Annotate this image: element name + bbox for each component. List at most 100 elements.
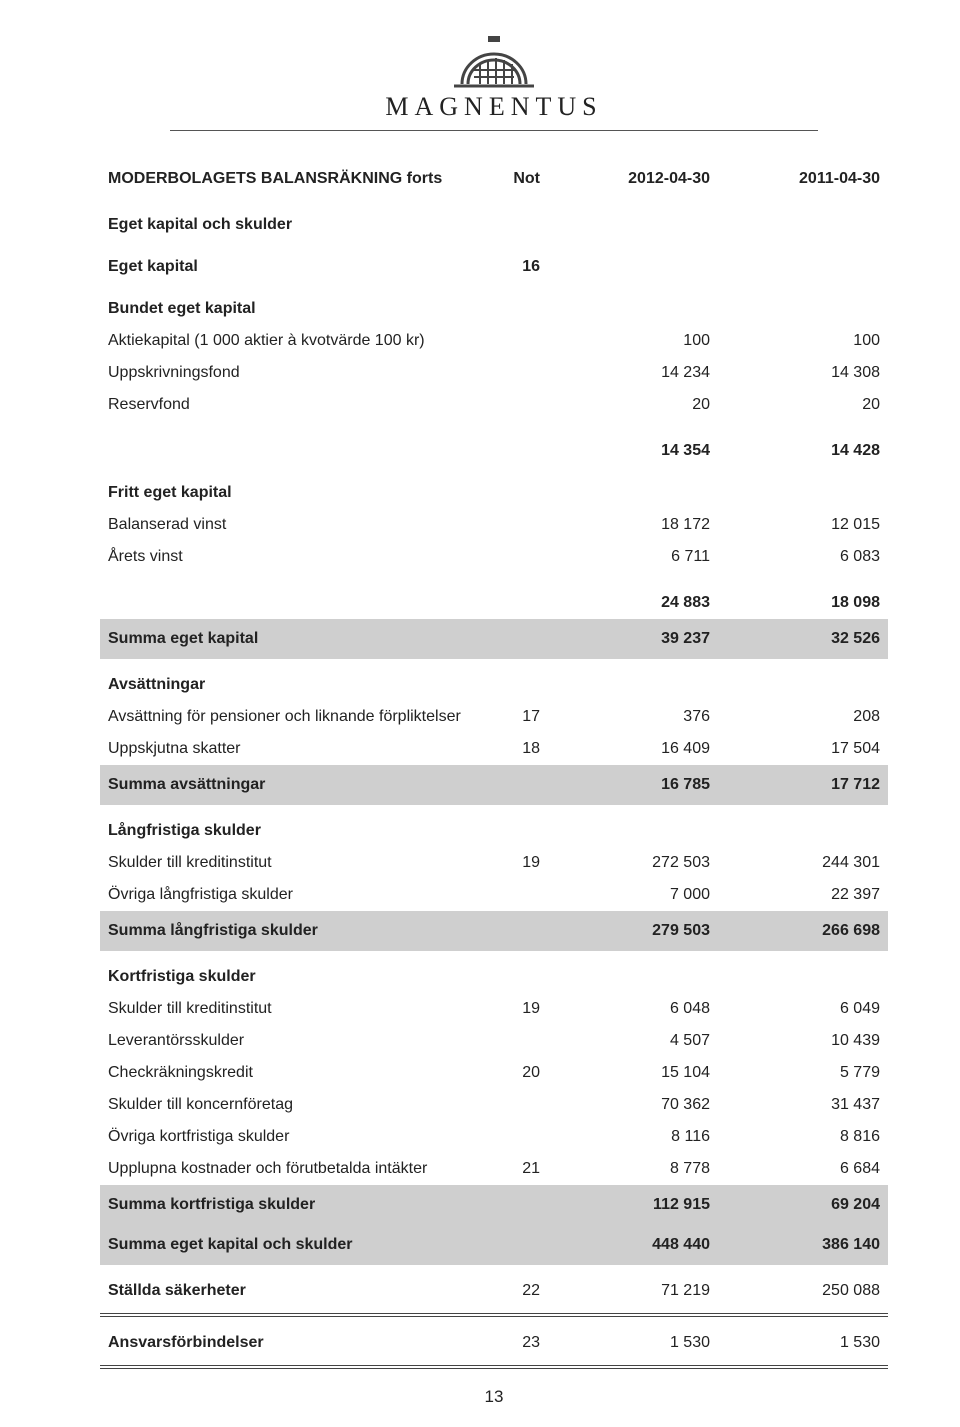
row-not: 22 (478, 1265, 548, 1315)
section-heading: Långfristiga skulder (100, 805, 888, 847)
row-label: Skulder till koncernföretag (100, 1089, 478, 1121)
section-label: Bundet eget kapital (100, 283, 478, 325)
row-value: 250 088 (718, 1265, 888, 1315)
sum-value: 16 785 (548, 765, 718, 805)
row-value: 8 816 (718, 1121, 888, 1153)
row-not (478, 357, 548, 389)
row-value: 18 172 (548, 509, 718, 541)
col-period2-header: 2011-04-30 (718, 163, 888, 207)
row-not: 20 (478, 1057, 548, 1089)
table-row: Skulder till koncernföretag 70 362 31 43… (100, 1089, 888, 1121)
table-row: Årets vinst 6 711 6 083 (100, 541, 888, 573)
row-label: Övriga långfristiga skulder (100, 879, 478, 911)
section-heading: Eget kapital och skulder (100, 207, 888, 241)
section-label: Kortfristiga skulder (100, 951, 478, 993)
sum-value: 448 440 (548, 1225, 718, 1265)
row-label: Aktiekapital (1 000 aktier à kvotvärde 1… (100, 325, 478, 357)
row-label: Checkräkningskredit (100, 1057, 478, 1089)
ansvars-row: Ansvarsförbindelser 23 1 530 1 530 (100, 1315, 888, 1367)
brand-name: MAGNENTUS (100, 92, 888, 122)
row-value: 14 308 (718, 357, 888, 389)
row-value: 17 504 (718, 733, 888, 765)
row-label: Upplupna kostnader och förutbetalda intä… (100, 1153, 478, 1185)
table-row: Aktiekapital (1 000 aktier à kvotvärde 1… (100, 325, 888, 357)
page-number: 13 (100, 1369, 888, 1407)
sum-value: 17 712 (718, 765, 888, 805)
section-heading: Avsättningar (100, 659, 888, 701)
row-value: 8 116 (548, 1121, 718, 1153)
row-value: 14 234 (548, 357, 718, 389)
table-row: Avsättning för pensioner och liknande fö… (100, 701, 888, 733)
row-value: 22 397 (718, 879, 888, 911)
building-logo-icon (444, 36, 544, 94)
row-not: 23 (478, 1315, 548, 1367)
row-label: Avsättning för pensioner och liknande fö… (100, 701, 478, 733)
row-label: Skulder till kreditinstitut (100, 847, 478, 879)
stallda-row: Ställda säkerheter 22 71 219 250 088 (100, 1265, 888, 1315)
logo-block: MAGNENTUS (100, 36, 888, 122)
sum-value: 112 915 (548, 1185, 718, 1225)
row-not (478, 1025, 548, 1057)
table-row: Reservfond 20 20 (100, 389, 888, 421)
row-label: Ansvarsförbindelser (100, 1315, 478, 1367)
row-value: 208 (718, 701, 888, 733)
table-title: MODERBOLAGETS BALANSRÄKNING forts (100, 163, 478, 207)
row-label: Reservfond (100, 389, 478, 421)
sum-label: Summa eget kapital (100, 619, 478, 659)
sum-row: Summa eget kapital 39 237 32 526 (100, 619, 888, 659)
row-value: 100 (718, 325, 888, 357)
row-not (478, 1121, 548, 1153)
section-heading: Fritt eget kapital (100, 467, 888, 509)
col-period1-header: 2012-04-30 (548, 163, 718, 207)
sum-label: Summa avsättningar (100, 765, 478, 805)
sum-row: Summa långfristiga skulder 279 503 266 6… (100, 911, 888, 951)
note-ref: 16 (478, 241, 548, 283)
sum-value: 279 503 (548, 911, 718, 951)
section-label: Eget kapital och skulder (100, 207, 478, 241)
section-heading: Eget kapital 16 (100, 241, 888, 283)
table-row: Balanserad vinst 18 172 12 015 (100, 509, 888, 541)
table-row: Övriga kortfristiga skulder 8 116 8 816 (100, 1121, 888, 1153)
row-value: 6 048 (548, 993, 718, 1025)
section-label: Eget kapital (100, 241, 478, 283)
subtotal-value: 14 354 (548, 435, 718, 467)
sum-value: 39 237 (548, 619, 718, 659)
section-label: Fritt eget kapital (100, 467, 478, 509)
sum-total-row: Summa eget kapital och skulder 448 440 3… (100, 1225, 888, 1265)
row-not (478, 325, 548, 357)
table-header-row: MODERBOLAGETS BALANSRÄKNING forts Not 20… (100, 163, 888, 207)
row-value: 100 (548, 325, 718, 357)
sum-value: 386 140 (718, 1225, 888, 1265)
row-value: 7 000 (548, 879, 718, 911)
row-value: 31 437 (718, 1089, 888, 1121)
col-not-header: Not (478, 163, 548, 207)
sum-value: 32 526 (718, 619, 888, 659)
row-value: 71 219 (548, 1265, 718, 1315)
row-value: 70 362 (548, 1089, 718, 1121)
subtotal-value: 18 098 (718, 587, 888, 619)
row-label: Övriga kortfristiga skulder (100, 1121, 478, 1153)
row-not (478, 879, 548, 911)
row-not: 19 (478, 993, 548, 1025)
row-value: 10 439 (718, 1025, 888, 1057)
row-value: 20 (718, 389, 888, 421)
sum-label: Summa långfristiga skulder (100, 911, 478, 951)
sum-value: 69 204 (718, 1185, 888, 1225)
header-divider (170, 130, 818, 131)
sum-row: Summa kortfristiga skulder 112 915 69 20… (100, 1185, 888, 1225)
row-value: 12 015 (718, 509, 888, 541)
table-row: Uppskrivningsfond 14 234 14 308 (100, 357, 888, 389)
row-value: 376 (548, 701, 718, 733)
row-not (478, 389, 548, 421)
row-value: 6 049 (718, 993, 888, 1025)
row-label: Uppskjutna skatter (100, 733, 478, 765)
row-label: Balanserad vinst (100, 509, 478, 541)
row-not (478, 509, 548, 541)
row-label: Ställda säkerheter (100, 1265, 478, 1315)
row-value: 5 779 (718, 1057, 888, 1089)
table-row: Övriga långfristiga skulder 7 000 22 397 (100, 879, 888, 911)
table-row: Checkräkningskredit 20 15 104 5 779 (100, 1057, 888, 1089)
row-value: 8 778 (548, 1153, 718, 1185)
row-label: Leverantörsskulder (100, 1025, 478, 1057)
row-value: 272 503 (548, 847, 718, 879)
